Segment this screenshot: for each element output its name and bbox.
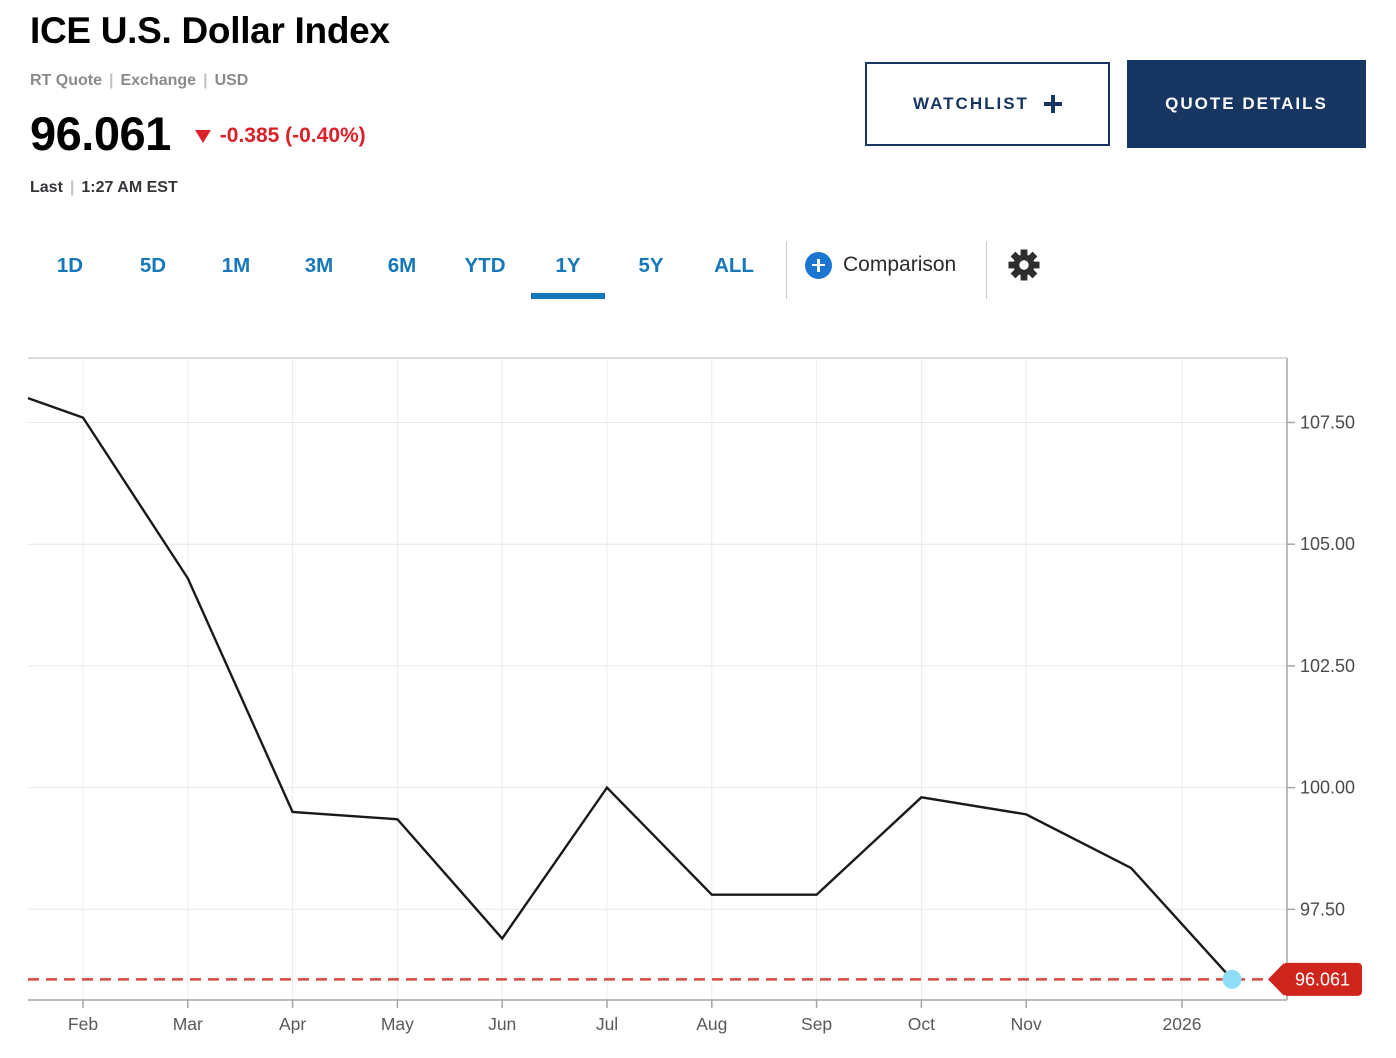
- x-axis-label: Jul: [596, 1014, 618, 1034]
- x-axis-label: Feb: [68, 1014, 98, 1034]
- x-axis-label: May: [381, 1014, 414, 1034]
- quote-meta-rt: RT Quote: [30, 72, 102, 89]
- plus-circle-icon: [805, 251, 832, 279]
- last-price-flag-pointer: [1268, 962, 1284, 996]
- quote-meta-currency: USD: [214, 72, 249, 89]
- x-axis-label: Apr: [279, 1014, 306, 1034]
- price-row: 96.061 -0.385 (-0.40%): [30, 110, 366, 157]
- page-title: ICE U.S. Dollar Index: [30, 10, 390, 51]
- x-axis-label: Mar: [173, 1014, 203, 1034]
- x-axis-label: Aug: [696, 1014, 727, 1034]
- range-tab-3m[interactable]: 3M: [304, 254, 334, 277]
- x-axis-label: 2026: [1163, 1014, 1202, 1034]
- chart-toolbar: 1D 5D 1M 3M 6M YTD 1Y 5Y ALL Comparison: [33, 241, 1040, 299]
- range-tab-5d[interactable]: 5D: [139, 254, 167, 277]
- quote-details-button-label: QUOTE DETAILS: [1165, 94, 1328, 113]
- toolbar-divider: [786, 241, 787, 299]
- price-change: -0.385 (-0.40%): [194, 124, 366, 148]
- last-price-flag-label: 96.061: [1295, 970, 1350, 990]
- y-axis-label: 102.50: [1300, 656, 1355, 676]
- price-change-text: -0.385 (-0.40%): [219, 124, 366, 147]
- range-tab-ytd[interactable]: YTD: [464, 254, 506, 277]
- gear-icon: [1008, 249, 1040, 281]
- last-price: 96.061: [30, 107, 171, 160]
- y-axis-label: 97.50: [1300, 899, 1345, 919]
- y-axis-label: 105.00: [1300, 534, 1355, 554]
- x-axis-label: Nov: [1011, 1014, 1042, 1034]
- down-triangle-icon: [194, 129, 211, 143]
- range-tab-1d[interactable]: 1D: [56, 254, 84, 277]
- range-tabs: 1D 5D 1M 3M 6M YTD 1Y 5Y ALL: [33, 243, 771, 299]
- chart-settings-button[interactable]: [1008, 249, 1040, 281]
- range-tab-5y[interactable]: 5Y: [638, 254, 664, 277]
- price-line: [27, 397, 1233, 981]
- last-price-flag: [1283, 962, 1362, 996]
- range-tab-all[interactable]: ALL: [714, 254, 754, 277]
- separator: |: [109, 72, 114, 89]
- last-price-marker: [1222, 969, 1242, 989]
- last-label: Last: [30, 179, 63, 196]
- watchlist-button-label: WATCHLIST: [913, 94, 1029, 113]
- toolbar-divider: [986, 241, 988, 299]
- quote-details-button[interactable]: QUOTE DETAILS: [1127, 60, 1366, 148]
- x-axis-label: Sep: [801, 1014, 832, 1034]
- last-time: 1:27 AM EST: [81, 179, 178, 196]
- y-axis-label: 100.00: [1300, 778, 1355, 798]
- y-axis-label: 107.50: [1300, 413, 1355, 433]
- x-axis-label: Jun: [488, 1014, 516, 1034]
- comparison-label: Comparison: [843, 253, 957, 276]
- range-tab-1y[interactable]: 1Y: [531, 243, 605, 299]
- last-updated: Last | 1:27 AM EST: [30, 179, 178, 197]
- quote-meta: RT Quote | Exchange | USD: [30, 72, 248, 90]
- comparison-button[interactable]: Comparison: [805, 243, 956, 287]
- range-tab-1m[interactable]: 1M: [221, 254, 251, 277]
- separator: |: [203, 72, 208, 89]
- separator: |: [69, 179, 75, 196]
- x-axis-label: Oct: [908, 1014, 935, 1034]
- quote-meta-exchange: Exchange: [120, 72, 197, 89]
- watchlist-button[interactable]: WATCHLIST: [865, 62, 1110, 146]
- plus-icon: [1043, 95, 1062, 113]
- range-tab-6m[interactable]: 6M: [387, 254, 417, 277]
